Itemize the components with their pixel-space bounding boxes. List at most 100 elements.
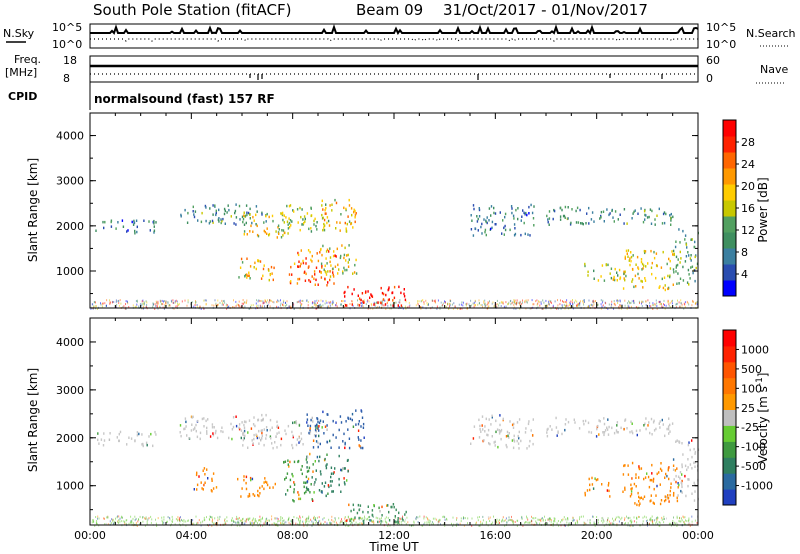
- echo-cell: [109, 520, 111, 523]
- echo-cell: [350, 518, 351, 521]
- echo-cell: [254, 261, 256, 265]
- echo-cell: [672, 299, 673, 302]
- echo-cell: [380, 300, 382, 303]
- echo-cell: [487, 516, 489, 519]
- echo-cell: [542, 519, 544, 522]
- echo-cell: [659, 483, 661, 486]
- echo-cell: [358, 304, 360, 307]
- echo-cell: [348, 198, 350, 202]
- echo-cell: [405, 300, 407, 303]
- echo-cell: [367, 307, 369, 310]
- echo-cell: [371, 514, 374, 517]
- echo-cell: [93, 301, 95, 304]
- echo-cell: [683, 520, 685, 523]
- echo-cell: [305, 272, 307, 276]
- echo-cell: [271, 515, 273, 518]
- echo-cell: [329, 204, 331, 207]
- echo-cell: [579, 304, 581, 307]
- echo-cell: [179, 424, 182, 427]
- echo-cell: [293, 488, 295, 491]
- echo-cell: [511, 439, 514, 442]
- echo-cell: [668, 257, 670, 261]
- echo-cell: [354, 518, 356, 520]
- echo-cell: [199, 437, 201, 441]
- echo-cell: [312, 306, 314, 308]
- echo-cell: [202, 488, 204, 491]
- echo-cell: [484, 430, 486, 433]
- echo-cell: [175, 305, 177, 308]
- echo-cell: [677, 258, 679, 261]
- echo-cell: [399, 523, 401, 526]
- echo-cell: [675, 240, 677, 243]
- echo-cell: [213, 304, 215, 307]
- echo-cell: [653, 256, 656, 260]
- echo-cell: [271, 272, 273, 275]
- echo-cell: [240, 305, 242, 308]
- echo-cell: [124, 307, 126, 310]
- echo-cell: [413, 520, 415, 523]
- echo-cell: [334, 520, 336, 523]
- echo-cell: [194, 427, 196, 430]
- echo-cell: [318, 425, 320, 428]
- echo-cell: [124, 522, 126, 525]
- echo-cell: [253, 433, 255, 437]
- echo-cell: [362, 446, 364, 450]
- echo-cell: [129, 521, 131, 524]
- echo-cell: [206, 432, 208, 435]
- echo-cell: [261, 437, 263, 440]
- echo-cell: [398, 301, 400, 304]
- echo-cell: [601, 264, 604, 267]
- echo-cell: [329, 302, 331, 305]
- echo-cell: [343, 467, 346, 470]
- echo-cell: [644, 250, 647, 253]
- echo-cell: [649, 478, 651, 482]
- echo-cell: [424, 521, 426, 524]
- echo-cell: [653, 419, 655, 423]
- echo-cell: [285, 476, 287, 479]
- echo-cell: [342, 300, 344, 302]
- echo-cell: [235, 223, 237, 226]
- echo-cell: [658, 286, 660, 289]
- echo-cell: [651, 463, 653, 467]
- echo-cell: [476, 215, 478, 218]
- echo-cell: [317, 283, 319, 286]
- echo-cell: [502, 301, 504, 304]
- echo-cell: [512, 520, 514, 523]
- echo-cell: [145, 305, 147, 308]
- echo-cell: [139, 515, 141, 518]
- echo-cell: [408, 305, 410, 308]
- echo-cell: [139, 303, 141, 306]
- echo-cell: [200, 220, 203, 224]
- echo-cell: [325, 203, 327, 206]
- echo-cell: [679, 516, 680, 519]
- echo-cell: [228, 305, 230, 308]
- echo-cell: [485, 233, 487, 237]
- echo-cell: [459, 522, 461, 525]
- echo-cell: [268, 278, 270, 282]
- echo-cell: [115, 299, 117, 302]
- echo-cell: [673, 491, 675, 495]
- echo-cell: [113, 301, 115, 303]
- echo-cell: [131, 519, 133, 522]
- echo-cell: [596, 427, 598, 431]
- echo-cell: [513, 306, 515, 309]
- echo-cell: [623, 464, 625, 468]
- echo-cell: [311, 498, 313, 501]
- echo-cell: [112, 520, 114, 523]
- echo-cell: [326, 413, 328, 416]
- echo-cell: [297, 300, 299, 303]
- echo-cell: [339, 415, 342, 418]
- echo-cell: [329, 256, 332, 259]
- echo-cell: [597, 303, 599, 306]
- echo-cell: [692, 299, 694, 302]
- echo-cell: [434, 299, 436, 302]
- echo-cell: [249, 230, 251, 233]
- echo-cell: [618, 306, 620, 309]
- echo-cell: [564, 428, 566, 432]
- echo-cell: [370, 293, 372, 296]
- echo-cell: [203, 483, 205, 487]
- echo-cell: [609, 495, 611, 498]
- echo-cell: [299, 519, 301, 522]
- echo-cell: [100, 438, 103, 441]
- echo-cell: [373, 303, 375, 306]
